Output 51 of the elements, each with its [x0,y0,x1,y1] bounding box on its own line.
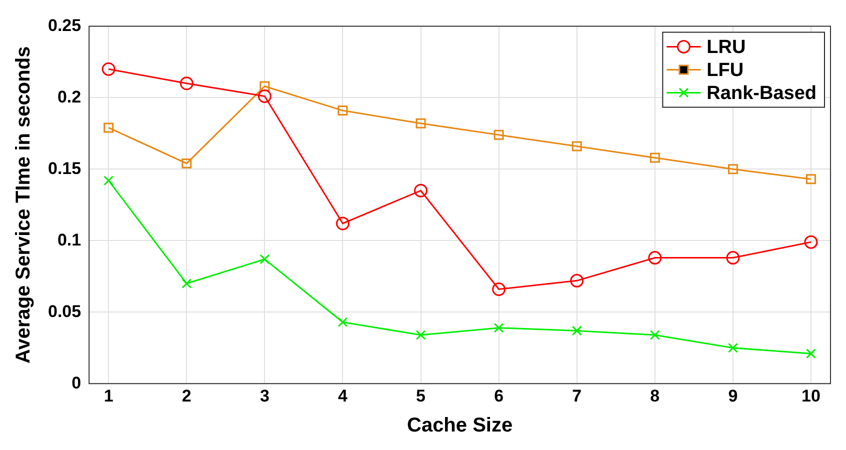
legend-label: Rank-Based [706,82,817,104]
y-tick-label: 0.25 [48,16,82,35]
y-tick-label: 0.2 [57,87,82,106]
point [806,348,816,359]
point [182,158,192,168]
point [570,274,584,288]
x-tick-label: 7 [572,386,582,406]
y-axis-title: Average Service TIme in seconds [12,46,35,364]
point [258,90,272,103]
x-tick-label: 6 [494,386,504,406]
point [416,330,426,340]
point [104,122,114,133]
point [806,174,816,184]
point [492,282,506,296]
point [804,235,818,249]
point [494,130,504,140]
point [104,176,114,186]
x-tick-label: 10 [802,386,820,406]
point [414,184,428,198]
point [416,118,426,128]
point [180,76,194,90]
point [650,152,660,163]
point [572,326,582,336]
point [338,317,348,328]
point [726,251,740,265]
legend-label: LRU [706,36,746,58]
point [648,251,662,265]
x-tick-label: 4 [338,386,348,406]
point [336,216,350,230]
point [728,164,738,174]
point [102,62,116,76]
point [182,278,192,289]
x-tick-label: 9 [728,386,738,406]
x-tick-label: 2 [182,386,192,406]
point [728,342,738,353]
y-tick-label: 0.1 [57,230,82,250]
x-tick-label: 5 [416,386,426,406]
point [650,330,660,340]
y-tick-label: 0.15 [48,158,82,178]
point [494,322,504,333]
x-tick-label: 3 [260,386,270,406]
x-tick-label: 1 [104,386,114,406]
point [260,81,270,92]
point [572,141,582,152]
point [260,254,270,264]
y-tick-label: 0 [72,373,82,392]
x-tick-label: 8 [650,386,660,406]
y-tick-label: 0.05 [48,302,82,321]
x-axis-title: Cache Size [406,414,513,437]
legend-label: LFU [706,60,744,81]
point [338,106,348,116]
